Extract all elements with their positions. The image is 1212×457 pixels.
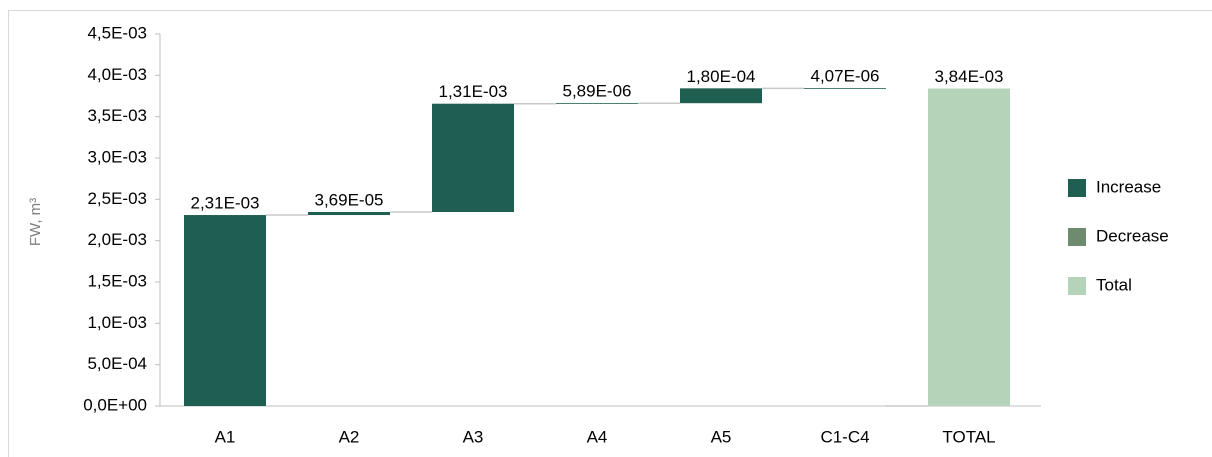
y-tick-label: 3,5E-03 <box>87 106 147 125</box>
data-label: 2,31E-03 <box>191 194 260 213</box>
bar <box>308 211 390 216</box>
chart-frame <box>8 10 1212 457</box>
legend-label: Decrease <box>1096 226 1169 245</box>
legend-swatch <box>1068 277 1086 295</box>
y-tick-label: 0,0E+00 <box>83 395 147 414</box>
bar <box>804 87 886 89</box>
y-axis-label: FW, m³ <box>27 198 44 246</box>
legend-swatch <box>1068 179 1086 197</box>
data-label: 1,31E-03 <box>439 82 508 101</box>
y-tick-label: 2,0E-03 <box>87 230 147 249</box>
x-tick-label: A1 <box>215 427 236 446</box>
x-tick-label: A5 <box>711 427 732 446</box>
y-tick-label: 4,5E-03 <box>87 23 147 42</box>
bar <box>556 103 638 105</box>
data-label: 5,89E-06 <box>563 82 632 101</box>
x-tick-label: TOTAL <box>942 427 995 446</box>
bar <box>184 215 266 406</box>
legend-swatch <box>1068 228 1086 246</box>
y-tick-label: 4,0E-03 <box>87 65 147 84</box>
x-tick-label: A4 <box>587 427 608 446</box>
y-tick-label: 5,0E-04 <box>87 354 147 373</box>
data-label: 1,80E-04 <box>687 67 756 86</box>
y-tick-label: 2,5E-03 <box>87 189 147 208</box>
x-tick-label: A3 <box>463 427 484 446</box>
bar <box>928 88 1010 406</box>
bar <box>432 103 514 212</box>
y-tick-label: 3,0E-03 <box>87 147 147 166</box>
x-tick-label: C1-C4 <box>820 427 869 446</box>
y-tick-label: 1,5E-03 <box>87 271 147 290</box>
legend-label: Total <box>1096 275 1132 294</box>
legend-label: Increase <box>1096 177 1161 196</box>
bar <box>680 88 762 104</box>
data-label: 3,69E-05 <box>315 190 384 209</box>
data-label: 3,84E-03 <box>935 67 1004 86</box>
x-tick-label: A2 <box>339 427 360 446</box>
data-label: 4,07E-06 <box>811 66 880 85</box>
y-tick-label: 1,0E-03 <box>87 313 147 332</box>
